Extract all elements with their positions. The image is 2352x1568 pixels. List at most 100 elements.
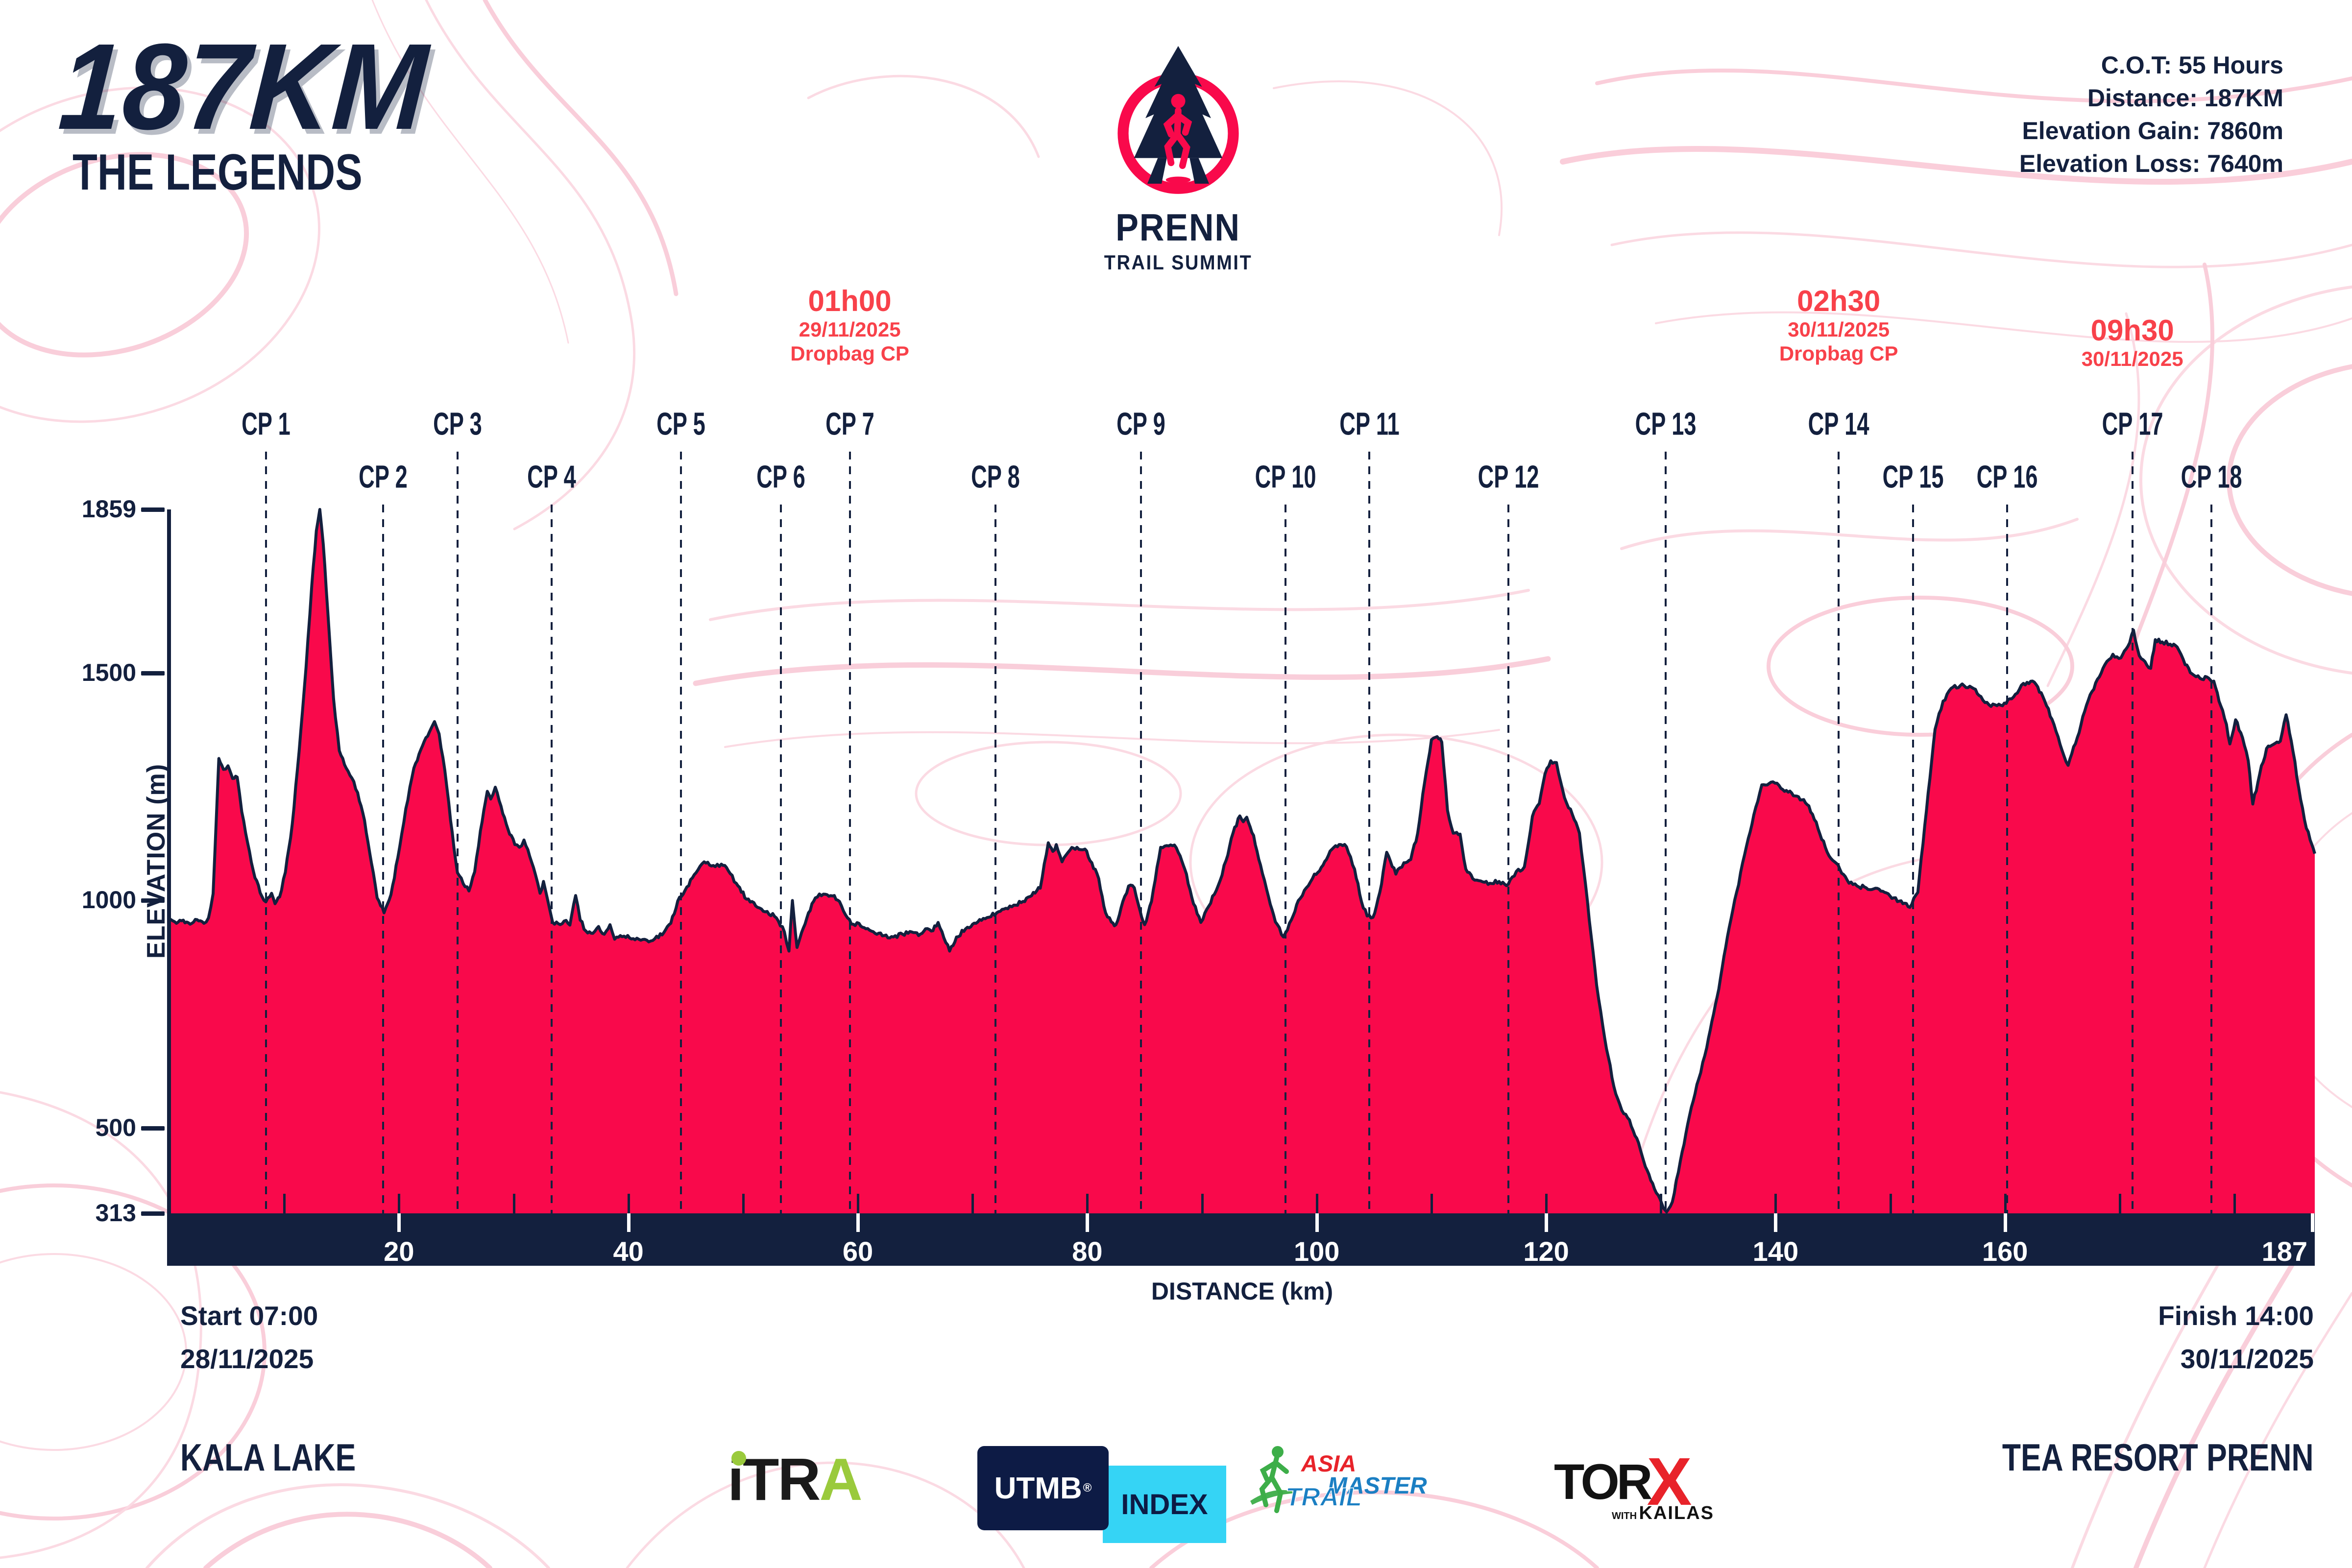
checkpoint-label-text: CP 6 [756, 459, 806, 495]
x-minor-tick-30 [512, 1194, 515, 1213]
x-tick-100 [1315, 1213, 1319, 1232]
itra-i-dot [731, 1451, 746, 1466]
x-minor-tick-20 [398, 1194, 401, 1213]
x-minor-tick-160 [2004, 1194, 2007, 1213]
x-tick-20 [397, 1213, 401, 1232]
checkpoint-line-cp6 [780, 505, 782, 1213]
checkpoint-line-cp15 [1912, 505, 1915, 1213]
x-minor-tick-70 [971, 1194, 974, 1213]
checkpoint-label-text: CP 15 [1882, 459, 1944, 495]
cutoff-annotation-3: 09h30 30/11/2025 [1995, 314, 2270, 371]
checkpoint-label-cp4: CP 4 [478, 459, 625, 495]
checkpoint-label-cp11: CP 11 [1296, 406, 1443, 442]
x-tick-label-80: 80 [1072, 1236, 1103, 1267]
checkpoint-label-text: CP 18 [2181, 459, 2242, 495]
x-tick-label-160: 160 [1982, 1236, 2028, 1267]
x-axis-bar [167, 1213, 2315, 1266]
checkpoint-line-cp1 [265, 452, 267, 1213]
checkpoint-label-cp6: CP 6 [707, 459, 854, 495]
cutoff-time: 01h00 [808, 285, 892, 317]
x-tick-label-100: 100 [1293, 1236, 1340, 1267]
cutoff-time: 02h30 [1797, 285, 1881, 317]
checkpoint-label-cp13: CP 13 [1592, 406, 1739, 442]
checkpoint-line-cp10 [1285, 505, 1287, 1213]
checkpoint-label-cp15: CP 15 [1840, 459, 1987, 495]
checkpoint-label-text: CP 13 [1635, 406, 1697, 442]
stat-distance: Distance: 187KM [2087, 84, 2283, 112]
y-tick-1859 [141, 507, 165, 512]
finish-time: Finish 14:00 [2158, 1301, 2314, 1331]
checkpoint-label-text: CP 3 [433, 406, 482, 442]
checkpoint-label-cp3: CP 3 [384, 406, 531, 442]
dropbag-note: Dropbag CP [790, 342, 909, 365]
checkpoint-line-cp8 [994, 505, 997, 1213]
x-minor-tick-100 [1315, 1194, 1318, 1213]
x-tick-160 [2003, 1213, 2007, 1232]
checkpoint-label-text: CP 14 [1808, 406, 1869, 442]
start-date: 28/11/2025 [180, 1344, 314, 1374]
x-tick-60 [856, 1213, 860, 1232]
logo-subtitle: TRAIL SUMMIT [1104, 251, 1253, 274]
checkpoint-label-cp10: CP 10 [1212, 459, 1359, 495]
cutoff-date: 30/11/2025 [1788, 318, 1890, 341]
checkpoint-label-cp7: CP 7 [776, 406, 923, 442]
x-minor-tick-50 [742, 1194, 745, 1213]
prenn-logo-icon [1117, 46, 1239, 194]
prenn-logo: PRENN TRAIL SUMMIT [1085, 43, 1271, 274]
checkpoint-label-cp14: CP 14 [1765, 406, 1912, 442]
checkpoint-label-text: CP 9 [1116, 406, 1166, 442]
y-tick-313 [141, 1211, 165, 1216]
x-minor-tick-90 [1201, 1194, 1204, 1213]
y-tick-label-1500: 1500 [81, 658, 136, 686]
race-name: THE LEGENDS [73, 144, 363, 201]
x-tick-label-140: 140 [1752, 1236, 1799, 1267]
checkpoint-label-text: CP 1 [241, 406, 291, 442]
x-tick-label-20: 20 [384, 1236, 414, 1267]
checkpoint-label-cp8: CP 8 [922, 459, 1069, 495]
start-location: KALA LAKE [180, 1436, 356, 1479]
checkpoint-line-cp16 [2006, 505, 2009, 1213]
checkpoint-line-cp3 [456, 452, 459, 1213]
cutoff-annotation-2: 02h30 30/11/2025 Dropbag CP [1701, 285, 1976, 365]
x-minor-tick-180 [2233, 1194, 2236, 1213]
cutoff-annotation-1: 01h00 29/11/2025 Dropbag CP [713, 285, 987, 365]
torx-logo: TORX WITH KAILAS [1554, 1444, 1714, 1523]
checkpoint-line-cp5 [680, 452, 682, 1213]
dropbag-note: Dropbag CP [1779, 342, 1898, 365]
y-tick-label-313: 313 [95, 1199, 136, 1227]
atm-runner-icon [1250, 1446, 1297, 1513]
y-tick-500 [141, 1126, 165, 1131]
stat-elevation-loss: Elevation Loss: 7640m [2019, 150, 2283, 177]
checkpoint-label-cp5: CP 5 [607, 406, 754, 442]
checkpoint-line-cp18 [2210, 505, 2213, 1213]
stat-elevation-gain: Elevation Gain: 7860m [2022, 117, 2283, 145]
x-minor-tick-110 [1430, 1194, 1433, 1213]
x-tick-label-60: 60 [842, 1236, 873, 1267]
checkpoint-line-cp14 [1838, 452, 1840, 1213]
checkpoint-line-cp17 [2131, 452, 2134, 1213]
checkpoint-line-cp9 [1140, 452, 1142, 1213]
y-tick-label-500: 500 [95, 1114, 136, 1142]
y-tick-label-1000: 1000 [81, 886, 136, 914]
checkpoint-label-text: CP 4 [527, 459, 576, 495]
x-tick-40 [627, 1213, 630, 1232]
checkpoint-label-cp16: CP 16 [1934, 459, 2081, 495]
logo-title: PRENN [1115, 206, 1241, 249]
checkpoint-label-cp1: CP 1 [193, 406, 339, 442]
checkpoint-label-text: CP 5 [656, 406, 706, 442]
x-minor-tick-10 [283, 1194, 286, 1213]
x-minor-tick-140 [1774, 1194, 1777, 1213]
checkpoint-label-text: CP 8 [971, 459, 1020, 495]
x-minor-tick-130 [1660, 1194, 1663, 1213]
utmb-index-badge: INDEX [1103, 1466, 1226, 1543]
x-tick-label-40: 40 [613, 1236, 644, 1267]
x-minor-tick-80 [1086, 1194, 1089, 1213]
checkpoint-label-text: CP 11 [1339, 406, 1400, 442]
y-axis-title: ELEVATION (m) [142, 763, 171, 959]
cutoff-date: 29/11/2025 [799, 318, 901, 341]
checkpoint-line-cp7 [849, 452, 851, 1213]
finish-location: TEA RESORT PRENN [2002, 1436, 2314, 1479]
race-stats: C.O.T: 55 Hours Distance: 187KM Elevatio… [2019, 49, 2283, 180]
